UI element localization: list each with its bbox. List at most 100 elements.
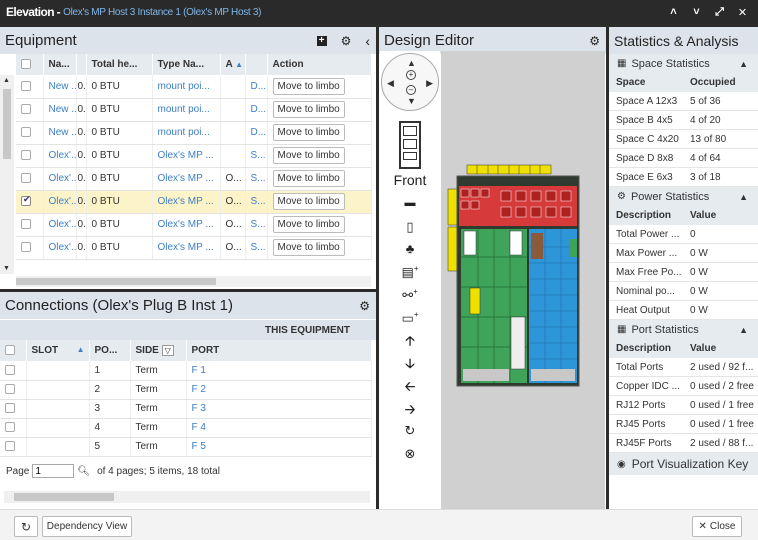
add-device-icon[interactable]: ▤+ <box>401 264 419 280</box>
equipment-d[interactable]: S... <box>245 144 268 168</box>
equipment-d[interactable]: D... <box>245 121 268 145</box>
equipment-hscroll[interactable] <box>16 276 371 287</box>
space-statistics-header[interactable]: ▦ Space Statistics ▲ <box>609 54 758 73</box>
rotate-icon[interactable]: ↻ <box>404 423 416 438</box>
design-canvas[interactable] <box>441 51 605 509</box>
equipment-type[interactable]: mount poi... <box>152 75 221 99</box>
move-to-limbo-button[interactable]: Move to limbo <box>272 124 345 141</box>
chevron-up-icon[interactable]: ▲ <box>739 191 748 202</box>
equipment-vscroll[interactable]: ▲ ▼ <box>0 75 14 274</box>
gear-icon[interactable]: ⚙ <box>340 33 352 48</box>
row-checkbox[interactable] <box>0 418 27 438</box>
move-to-limbo-button[interactable]: Move to limbo <box>272 216 345 233</box>
row-checkbox[interactable] <box>0 361 27 381</box>
arrow-up-icon[interactable]: 🡡 <box>405 333 415 348</box>
maximize-icon[interactable]: ⤢ <box>715 5 724 18</box>
col-type[interactable]: Type Na... <box>152 54 221 75</box>
table-row[interactable]: 5 Term F 5 <box>0 437 372 457</box>
expand-icon[interactable]: ˅ <box>693 6 700 18</box>
table-row[interactable]: 4 Term F 4 <box>0 418 372 438</box>
move-to-limbo-button[interactable]: Move to limbo <box>272 77 345 95</box>
row-checkbox[interactable] <box>16 213 44 237</box>
equipment-name[interactable]: New ... <box>43 98 77 122</box>
equipment-type[interactable]: mount poi... <box>152 121 221 145</box>
select-all-checkbox[interactable] <box>16 54 44 75</box>
pager-search-icon[interactable]: 🔍︎ <box>77 465 91 477</box>
port-statistics-header[interactable]: ▦ Port Statistics ▲ <box>609 320 758 339</box>
equipment-d[interactable]: S... <box>245 190 268 214</box>
row-checkbox[interactable] <box>0 380 27 400</box>
row-checkbox[interactable] <box>16 190 44 214</box>
equipment-name[interactable]: Olex'... <box>43 167 77 191</box>
equipment-d[interactable]: S... <box>245 236 268 260</box>
dependency-view-button[interactable]: Dependency View <box>42 516 132 537</box>
row-checkbox[interactable] <box>0 437 27 457</box>
equipment-name[interactable]: Olex'... <box>43 236 77 260</box>
row-checkbox[interactable] <box>0 399 27 419</box>
equipment-d[interactable]: D... <box>245 75 268 99</box>
chevron-up-icon[interactable]: ▲ <box>739 324 748 335</box>
row-checkbox[interactable] <box>16 75 44 99</box>
add-icon[interactable]: + <box>316 35 327 46</box>
bell-icon[interactable]: ♣ <box>405 241 415 256</box>
pan-control[interactable]: ▲ ▼ ◀ ▶ + – <box>381 53 439 111</box>
equipment-name[interactable]: Olex'... <box>43 144 77 168</box>
port-cell[interactable]: F 2 <box>186 380 372 400</box>
col-name[interactable]: Na... <box>43 54 77 75</box>
close-window-icon[interactable]: ✕ <box>737 6 748 19</box>
port-cell[interactable]: F 4 <box>186 418 372 438</box>
move-to-limbo-button[interactable]: Move to limbo <box>272 239 345 256</box>
table-row[interactable]: 3 Term F 3 <box>0 399 372 419</box>
rack-icon[interactable] <box>399 121 421 169</box>
page-input[interactable] <box>32 464 75 478</box>
table-row[interactable]: 1 Term F 1 <box>0 361 372 381</box>
arrow-right-icon[interactable]: 🡢 <box>404 402 416 417</box>
equipment-name[interactable]: New ... <box>43 75 77 99</box>
close-button[interactable]: ✕ Close <box>692 516 742 537</box>
ruler-icon[interactable]: ▬ <box>404 197 416 209</box>
row-checkbox[interactable] <box>16 144 44 168</box>
row-checkbox[interactable] <box>16 236 44 260</box>
equipment-type[interactable]: Olex's MP ... <box>152 190 221 214</box>
col-side[interactable]: SIDE ▽ <box>130 340 187 361</box>
chevron-up-icon[interactable]: ▲ <box>739 58 748 69</box>
collapse-icon[interactable]: ˄ <box>670 6 677 18</box>
port-visualization-header[interactable]: ◉ Port Visualization Key <box>609 453 758 475</box>
col-slot[interactable]: SLOT ▲ <box>26 340 90 361</box>
row-checkbox[interactable] <box>16 98 44 122</box>
col-po[interactable]: PO... <box>89 340 131 361</box>
connections-hscroll[interactable] <box>4 491 370 503</box>
arrow-down-icon[interactable]: 🡣 <box>405 356 415 371</box>
zoom-in-icon[interactable]: + <box>406 70 416 80</box>
move-to-limbo-button[interactable]: Move to limbo <box>272 147 345 164</box>
equipment-d[interactable]: S... <box>245 167 268 191</box>
equipment-name[interactable]: Olex'... <box>43 213 77 237</box>
collapse-panel-icon[interactable]: ‹ <box>365 32 370 49</box>
zoom-out-icon[interactable]: – <box>406 85 416 95</box>
equipment-type[interactable]: Olex's MP ... <box>152 144 221 168</box>
equipment-type[interactable]: Olex's MP ... <box>152 167 221 191</box>
col-action[interactable]: Action <box>267 54 372 75</box>
gear-icon[interactable]: ⚙ <box>359 298 370 313</box>
add-slot-icon[interactable]: ▭+ <box>401 310 419 326</box>
equipment-d[interactable]: D... <box>245 98 268 122</box>
cancel-icon[interactable]: ⊗ <box>404 446 416 461</box>
view-label[interactable]: Front <box>393 172 427 188</box>
equipment-name[interactable]: New ... <box>43 121 77 145</box>
select-all-checkbox[interactable] <box>0 340 27 361</box>
vertical-ruler-icon[interactable]: ▯ <box>406 219 414 234</box>
move-to-limbo-button[interactable]: Move to limbo <box>272 101 345 118</box>
equipment-name[interactable]: Olex'... <box>43 190 77 214</box>
move-to-limbo-button[interactable]: Move to limbo <box>272 170 345 187</box>
col-a[interactable]: A ▲ <box>220 54 246 75</box>
move-to-limbo-button[interactable]: Move to limbo <box>272 193 345 210</box>
add-connection-icon[interactable]: ⚯+ <box>402 287 418 303</box>
port-cell[interactable]: F 5 <box>186 437 372 457</box>
